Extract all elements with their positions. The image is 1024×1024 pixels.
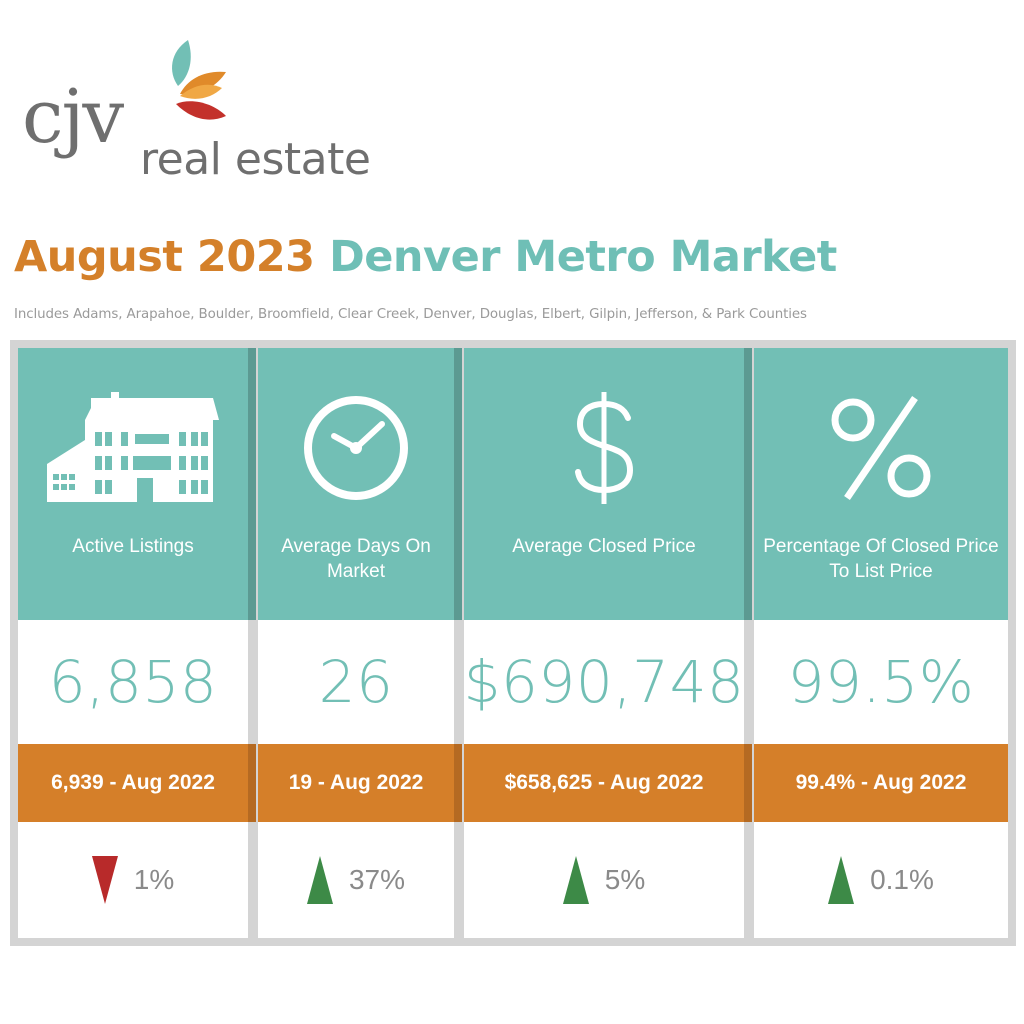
change-percent: 1% <box>133 864 175 895</box>
previous-year-value: 6,939 - Aug 2022 <box>51 771 215 794</box>
column-divider <box>248 348 256 620</box>
metric-value: $690,748 <box>463 648 745 716</box>
metric-card-days-on-market: Average Days On Market 26 19 - Aug 2022 … <box>258 348 454 938</box>
metric-label: Average Days On Market <box>281 536 431 582</box>
report-date: August 2023 <box>14 232 315 282</box>
change-percent: 5% <box>604 864 646 895</box>
counties-subtitle: Includes Adams, Arapahoe, Boulder, Broom… <box>14 307 807 322</box>
report-title: Denver Metro Market <box>329 232 837 282</box>
column-divider <box>744 348 752 620</box>
down-arrow-icon <box>91 856 118 904</box>
metric-label: Active Listings <box>72 536 194 557</box>
change-indicator: 5% <box>464 822 744 938</box>
previous-year-value: 99.4% - Aug 2022 <box>795 771 967 794</box>
metric-label: Average Closed Price <box>512 536 696 557</box>
metric-header: Active Listings <box>18 348 248 620</box>
change-percent: 0.1% <box>870 864 934 895</box>
metric-header: Percentage Of Closed Price To List Price <box>754 348 1008 620</box>
page-title: August 2023 Denver Metro Market <box>14 236 837 279</box>
logo-sub-text: real estate <box>140 134 371 185</box>
column-divider <box>454 744 462 822</box>
clock-icon <box>304 396 408 500</box>
metric-card-price-ratio: Percentage Of Closed Price To List Price… <box>754 348 1008 938</box>
metric-card-closed-price: Average Closed Price $690,748 $658,625 -… <box>464 348 744 938</box>
previous-year-value: 19 - Aug 2022 <box>288 771 424 794</box>
column-divider <box>248 744 256 822</box>
up-arrow-icon <box>828 856 855 904</box>
company-logo: cjv real estate <box>22 38 392 188</box>
up-arrow-icon <box>562 856 589 904</box>
column-divider <box>744 744 752 822</box>
house-icon <box>47 392 219 502</box>
column-divider <box>454 348 462 620</box>
metric-card-active-listings: Active Listings 6,858 6,939 - Aug 2022 1… <box>18 348 248 938</box>
dollar-icon <box>575 392 634 504</box>
metric-value: 26 <box>318 648 394 716</box>
change-percent: 37% <box>348 864 406 895</box>
leaves-logo-icon <box>172 40 226 120</box>
metric-header: Average Closed Price <box>464 348 744 620</box>
change-indicator: 37% <box>258 822 454 938</box>
change-indicator: 1% <box>18 822 248 938</box>
stats-table: Active Listings 6,858 6,939 - Aug 2022 1… <box>10 340 1016 946</box>
metric-header: Average Days On Market <box>258 348 454 620</box>
previous-year-value: $658,625 - Aug 2022 <box>504 771 704 794</box>
percent-icon <box>831 396 931 500</box>
metric-value: 6,858 <box>48 648 218 716</box>
up-arrow-icon <box>306 856 333 904</box>
metric-value: 99.5% <box>787 648 975 716</box>
metric-label: Percentage Of Closed Price To List Price <box>763 536 999 582</box>
logo-brand-text: cjv <box>22 74 124 160</box>
change-indicator: 0.1% <box>754 822 1008 938</box>
